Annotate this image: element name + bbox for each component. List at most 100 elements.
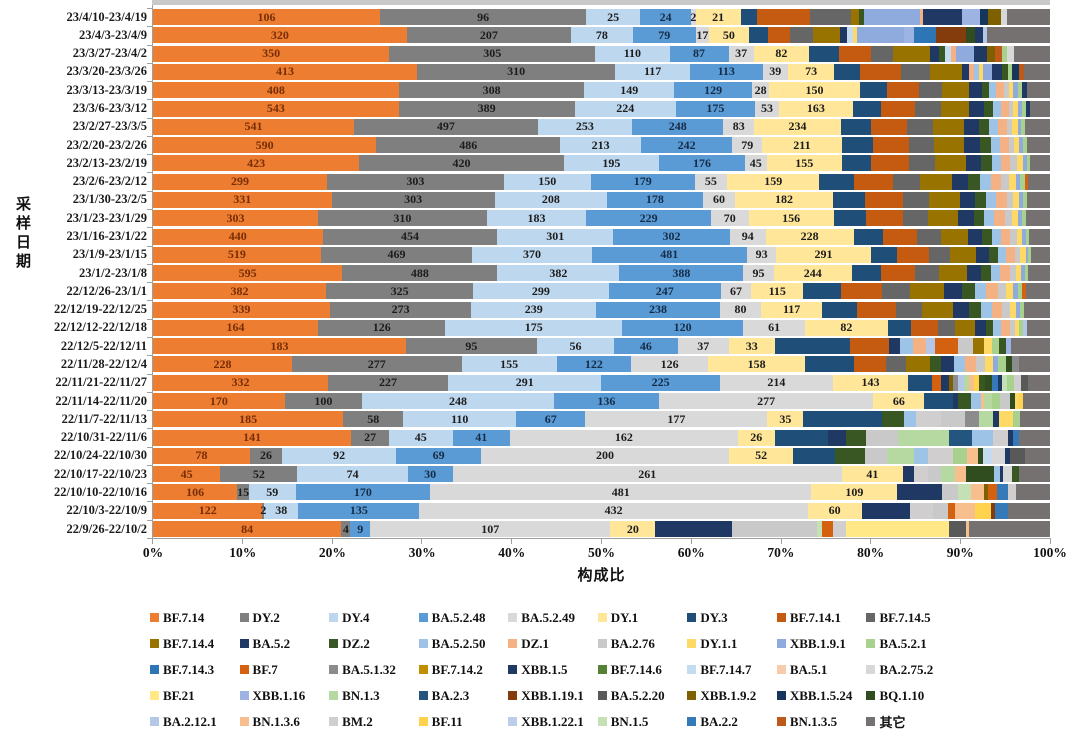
bar-segment: 94 xyxy=(729,228,766,245)
x-tick-label: 20% xyxy=(318,545,346,560)
bar-segment xyxy=(990,265,1000,282)
bar-segment xyxy=(963,137,980,154)
bar-segment xyxy=(852,27,858,44)
bar-segment xyxy=(940,228,969,245)
bar-segment xyxy=(974,502,991,519)
bar-segment xyxy=(1005,210,1013,227)
bar-segment xyxy=(1017,118,1022,135)
bar-segment xyxy=(816,521,823,538)
stacked-bar: 595 488 382 388 95 244 xyxy=(153,265,1050,282)
legend-label: DY.2 xyxy=(252,609,280,625)
y-axis-label: 23/3/27-23/4/2 xyxy=(72,46,147,61)
legend-item: DY.3 xyxy=(687,606,775,629)
bar-segment xyxy=(1025,228,1030,245)
bar-segment xyxy=(1017,100,1023,117)
stacked-bar: 78 26 92 69 200 52 xyxy=(153,447,1050,464)
bar-segment: 325 xyxy=(326,283,474,300)
y-tick xyxy=(147,263,152,265)
y-tick xyxy=(147,318,152,320)
segment-value-label: 242 xyxy=(677,137,696,152)
bar-segment: 143 xyxy=(832,374,909,391)
y-tick xyxy=(147,336,152,338)
bar-segment: 299 xyxy=(473,283,609,300)
bar-segment xyxy=(1005,338,1012,355)
bar-segment xyxy=(934,137,964,154)
segment-value-label: 519 xyxy=(227,247,246,262)
stacked-bar: 122 2 38 135 432 60 xyxy=(153,502,1050,519)
legend-item: DZ.2 xyxy=(329,632,417,655)
segment-value-label: 481 xyxy=(660,247,679,262)
bar-segment xyxy=(1028,246,1032,263)
bar-segment: 117 xyxy=(761,301,823,318)
segment-value-label: 117 xyxy=(782,302,801,317)
bar-segment xyxy=(978,447,984,464)
bar-segment xyxy=(1002,45,1007,62)
bar-segment xyxy=(1005,246,1015,263)
bar-segment: 141 xyxy=(153,429,352,446)
bar-segment xyxy=(1013,411,1021,428)
segment-value-label: 331 xyxy=(233,192,252,207)
bar-segment xyxy=(931,374,941,391)
bar-segment xyxy=(1009,301,1016,318)
bar-segment xyxy=(1020,173,1025,190)
bar-segment xyxy=(979,137,991,154)
segment-value-label: 56 xyxy=(569,338,582,353)
bar-segment: 100 xyxy=(284,393,362,410)
segment-value-label: 155 xyxy=(795,155,814,170)
y-tick xyxy=(147,81,152,83)
segment-value-label: 126 xyxy=(660,356,679,371)
bar-segment xyxy=(810,9,851,26)
bar-segment: 239 xyxy=(471,301,597,318)
segment-value-label: 303 xyxy=(406,174,425,189)
bar-segment xyxy=(997,356,1006,373)
bar-segment xyxy=(851,265,882,282)
bar-segment xyxy=(919,9,924,26)
bar-segment xyxy=(983,484,989,501)
bar-segment xyxy=(898,429,949,446)
segment-value-label: 541 xyxy=(244,119,263,134)
stacked-bar: 423 420 195 176 45 155 xyxy=(153,155,1050,172)
bar-segment: 175 xyxy=(445,319,623,336)
y-axis-title: 采样日期 xyxy=(14,196,30,272)
bar-segment: 59 xyxy=(248,484,296,501)
bar-segment xyxy=(940,466,955,483)
bar-segment xyxy=(1020,301,1024,318)
bar-segment xyxy=(929,356,942,373)
bar-segment xyxy=(912,338,927,355)
bar-segment xyxy=(1009,265,1016,282)
y-axis-label: 23/3/13-23/3/19 xyxy=(66,82,147,97)
bar-segment xyxy=(886,447,914,464)
x-tick xyxy=(511,539,513,544)
legend-swatch-icon xyxy=(597,717,607,726)
bar-segment: 55 xyxy=(694,173,728,190)
legend-swatch-icon xyxy=(687,717,697,726)
bar-segment xyxy=(897,484,943,501)
legend-swatch-icon xyxy=(239,717,249,726)
segment-value-label: 110 xyxy=(451,411,469,426)
segment-value-label: 41 xyxy=(475,430,488,445)
bar-segment xyxy=(953,447,968,464)
segment-value-label: 2 xyxy=(260,503,267,518)
bar-segment xyxy=(1020,246,1026,263)
bar-segment: 4 xyxy=(341,521,351,538)
bar-segment xyxy=(997,374,1003,391)
bar-segment: 320 xyxy=(153,27,407,44)
y-axis-label: 23/2/13-23/2/19 xyxy=(66,155,147,170)
bar-segment xyxy=(1022,319,1027,336)
bar-segment xyxy=(973,45,988,62)
bar-segment xyxy=(748,27,769,44)
bar-segment xyxy=(927,466,941,483)
bar-row: 339 273 239 238 80 117 xyxy=(153,301,1050,319)
bar-segment xyxy=(834,63,860,80)
bar-segment: 248 xyxy=(631,118,724,135)
bar-segment xyxy=(1015,301,1021,318)
bar-segment xyxy=(768,27,790,44)
bar-segment xyxy=(895,301,922,318)
segment-value-label: 469 xyxy=(387,247,406,262)
x-tick xyxy=(780,539,782,544)
legend-label: BF.21 xyxy=(163,687,195,703)
bar-segment: 78 xyxy=(153,447,250,464)
legend-item: XBB.1.9.2 xyxy=(687,684,775,707)
legend-label: XBB.1.22.1 xyxy=(521,713,584,729)
bar-segment xyxy=(954,466,966,483)
